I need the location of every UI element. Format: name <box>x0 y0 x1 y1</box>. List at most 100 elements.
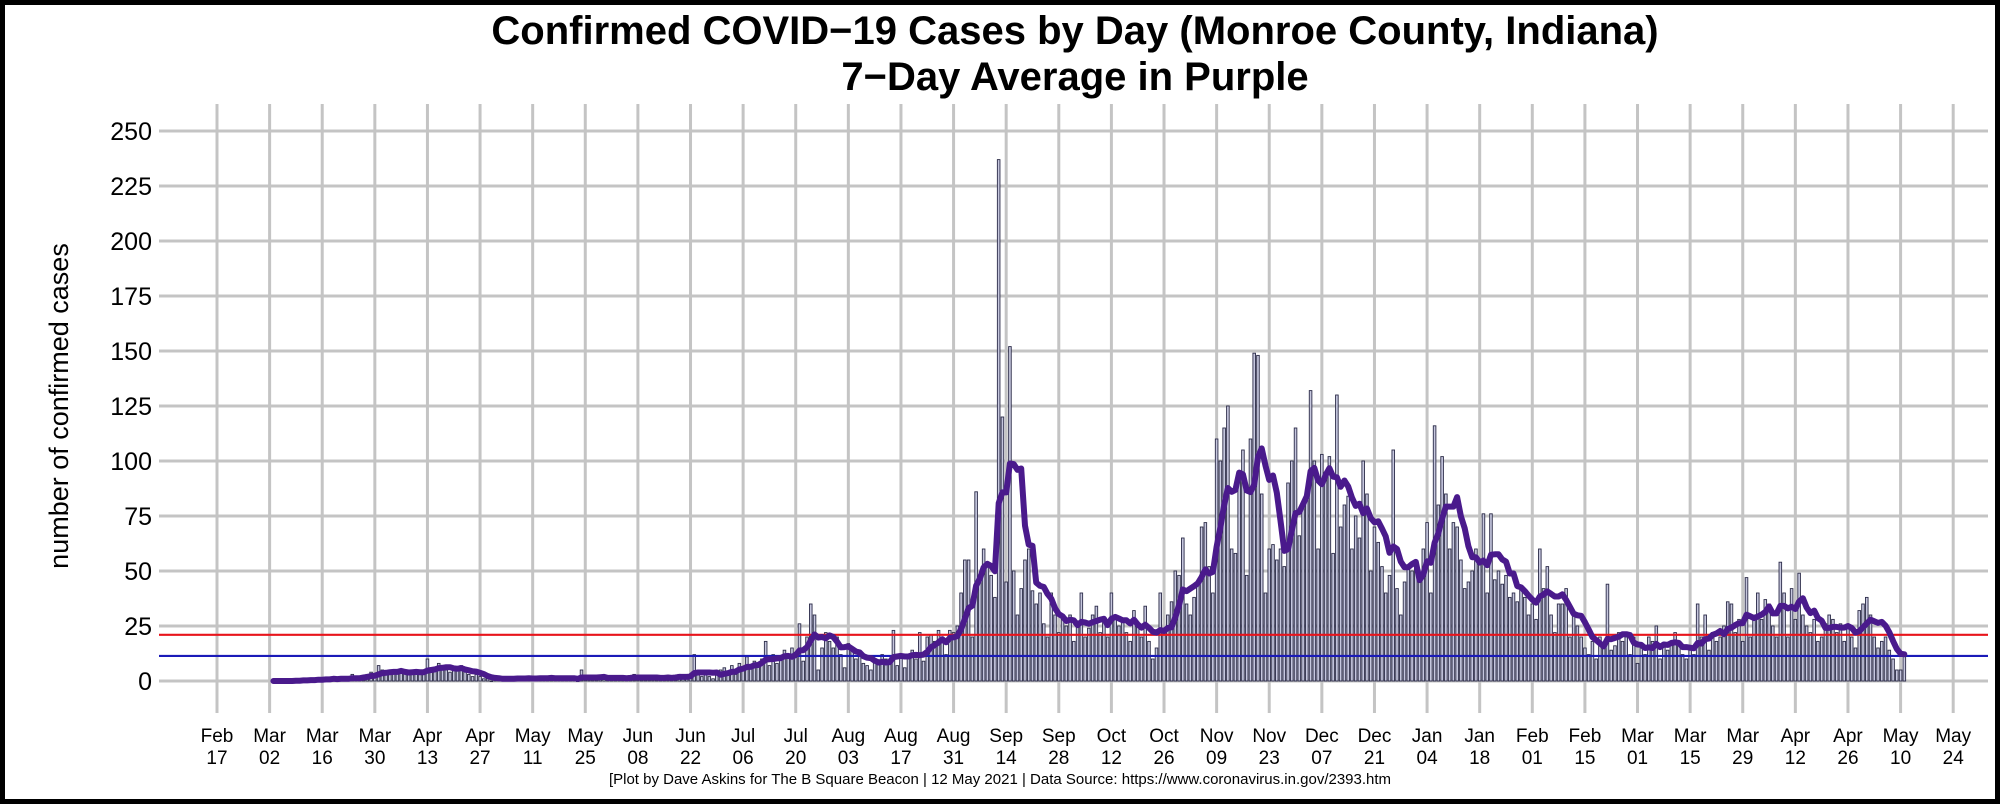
daily-bar <box>1184 603 1189 682</box>
daily-bar <box>1368 570 1373 682</box>
daily-bar <box>1211 592 1215 682</box>
reference-lines <box>159 633 1988 658</box>
x-tick-label-month: Sep <box>989 726 1023 747</box>
daily-bar <box>1767 603 1771 682</box>
daily-bar <box>786 656 790 682</box>
daily-bar <box>692 654 697 682</box>
daily-bar <box>1447 548 1452 682</box>
x-tick-label-month: Oct <box>1149 726 1179 747</box>
daily-bar <box>1778 561 1783 682</box>
x-tick-label-day: 29 <box>1732 748 1753 769</box>
daily-bar <box>1387 574 1392 682</box>
daily-bar <box>1485 592 1489 682</box>
daily-bar <box>1729 603 1734 682</box>
daily-bar <box>1718 636 1722 682</box>
daily-bar <box>1094 605 1099 682</box>
daily-bar <box>1042 623 1046 682</box>
x-tick-label-day: 12 <box>1101 748 1122 769</box>
daily-bar <box>899 656 903 682</box>
daily-bar <box>861 662 866 682</box>
daily-bar <box>707 676 712 682</box>
daily-bar <box>1714 640 1719 682</box>
daily-bar <box>1353 515 1358 682</box>
daily-bar <box>1594 658 1598 682</box>
daily-bar <box>1128 640 1132 682</box>
daily-bar <box>1868 614 1873 682</box>
y-tick-label: 175 <box>110 283 152 311</box>
daily-bar <box>1786 636 1790 682</box>
x-tick-label-month: Jun <box>675 726 706 747</box>
daily-bar <box>1406 566 1411 682</box>
daily-bar <box>1008 346 1012 682</box>
x-tick-label-day: 06 <box>733 748 754 769</box>
daily-bar <box>1117 625 1121 682</box>
daily-bar <box>1011 570 1016 682</box>
daily-bar <box>1060 618 1065 682</box>
daily-bar <box>1034 603 1038 682</box>
daily-bar <box>1079 592 1084 682</box>
daily-bar <box>1590 640 1595 682</box>
x-tick-label-month: Aug <box>884 726 918 747</box>
daily-bar <box>1545 566 1550 682</box>
y-tick-label: 75 <box>124 503 152 531</box>
daily-bar <box>933 640 937 682</box>
daily-bar <box>1147 640 1151 682</box>
daily-bar <box>1045 636 1050 682</box>
daily-bar <box>1699 636 1704 682</box>
x-tick-label-day: 11 <box>523 748 543 769</box>
daily-bar <box>1267 548 1271 682</box>
daily-bar <box>1568 636 1572 682</box>
x-tick-label-month: Apr <box>413 726 443 747</box>
daily-bar <box>733 673 738 682</box>
daily-bar <box>1410 570 1414 682</box>
daily-bar <box>1207 566 1211 682</box>
y-tick-label: 225 <box>110 173 152 201</box>
daily-bar <box>1609 649 1613 682</box>
daily-bar <box>1880 640 1884 682</box>
daily-bar <box>1143 605 1147 682</box>
daily-bar <box>1305 493 1309 682</box>
x-tick-label-month: Apr <box>465 726 495 747</box>
daily-bar <box>1038 592 1042 682</box>
daily-bar <box>1402 581 1407 682</box>
y-tick-labels: 0 25 50 75 100 125 150 175 200 225 250 <box>110 118 152 696</box>
daily-bar <box>1342 504 1347 682</box>
daily-bar <box>1658 658 1662 682</box>
daily-bar <box>929 634 933 682</box>
daily-bar <box>1308 390 1313 682</box>
daily-bar <box>478 676 482 682</box>
x-tick-label-month: Oct <box>1097 726 1127 747</box>
x-tick-label-day: 10 <box>1890 748 1911 769</box>
daily-bar <box>801 660 805 682</box>
daily-bar <box>839 654 843 682</box>
daily-bar <box>1169 601 1174 682</box>
daily-bar <box>1297 535 1302 682</box>
seven-day-average-line <box>270 445 1908 684</box>
daily-bar <box>1429 592 1433 682</box>
daily-bar <box>1218 460 1223 682</box>
x-tick-label-month: Nov <box>1252 726 1286 747</box>
daily-bar <box>1737 618 1741 682</box>
daily-bar <box>1166 614 1170 682</box>
daily-bar <box>1372 526 1377 682</box>
daily-bar <box>1192 596 1196 682</box>
daily-bar <box>1286 482 1290 682</box>
daily-bar <box>1523 596 1527 682</box>
daily-bar <box>1831 618 1835 682</box>
x-tick-label-month: Mar <box>253 726 286 747</box>
daily-bar <box>1466 581 1471 682</box>
y-tick-label: 200 <box>110 228 152 256</box>
daily-bar <box>1425 522 1429 682</box>
daily-bar <box>700 676 704 682</box>
y-tick-label: 25 <box>124 613 152 641</box>
daily-bar <box>1421 548 1426 682</box>
x-tick-label-month: Sep <box>1042 726 1076 747</box>
daily-bar <box>1252 352 1256 682</box>
daily-bar <box>1090 614 1095 682</box>
x-tick-label-day: 30 <box>364 748 385 769</box>
x-tick-label-day: 31 <box>943 748 964 769</box>
daily-bar <box>1793 618 1798 682</box>
x-tick-label-month: Mar <box>1674 726 1707 747</box>
x-tick-label-day: 07 <box>1311 748 1332 769</box>
x-tick-label-month: Aug <box>937 726 971 747</box>
